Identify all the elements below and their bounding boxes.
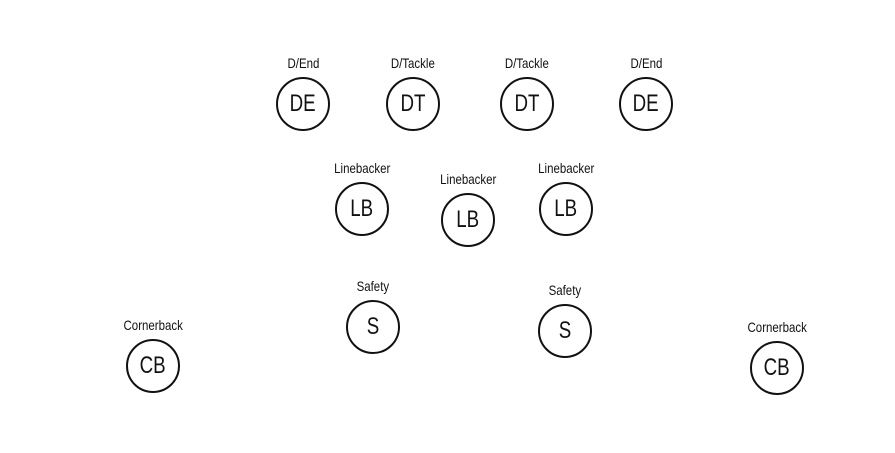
- position-defensive-end-right: D/End DE: [586, 55, 706, 131]
- position-abbreviation: LB: [554, 195, 578, 222]
- position-label: D/End: [287, 55, 319, 71]
- position-label: Linebacker: [537, 160, 595, 176]
- position-label: Cornerback: [123, 317, 183, 333]
- position-linebacker-middle: Linebacker LB: [408, 171, 528, 247]
- position-abbreviation: DT: [514, 90, 540, 117]
- player-circle: LB: [539, 182, 593, 236]
- position-defensive-tackle-left: D/Tackle DT: [353, 55, 473, 131]
- player-circle: LB: [441, 193, 495, 247]
- position-abbreviation: S: [366, 313, 380, 340]
- position-defensive-tackle-right: D/Tackle DT: [467, 55, 587, 131]
- position-cornerback-right: Cornerback CB: [717, 319, 837, 395]
- position-abbreviation: CB: [139, 352, 167, 379]
- position-abbreviation: DE: [289, 90, 317, 117]
- position-label: D/Tackle: [504, 55, 550, 71]
- position-safety-right: Safety S: [505, 282, 625, 358]
- player-circle: DT: [386, 77, 440, 131]
- position-abbreviation: DT: [400, 90, 426, 117]
- player-circle: LB: [335, 182, 389, 236]
- player-circle: CB: [126, 339, 180, 393]
- position-abbreviation: DE: [632, 90, 660, 117]
- position-label: Linebacker: [333, 160, 391, 176]
- position-label: D/End: [630, 55, 662, 71]
- position-label: D/Tackle: [390, 55, 436, 71]
- player-circle: DT: [500, 77, 554, 131]
- player-circle: DE: [619, 77, 673, 131]
- position-defensive-end-left: D/End DE: [243, 55, 363, 131]
- position-abbreviation: LB: [456, 206, 480, 233]
- position-cornerback-left: Cornerback CB: [93, 317, 213, 393]
- position-linebacker-left: Linebacker LB: [302, 160, 422, 236]
- position-label: Safety: [356, 278, 390, 294]
- position-abbreviation: CB: [763, 354, 791, 381]
- position-label: Linebacker: [439, 171, 497, 187]
- position-linebacker-right: Linebacker LB: [506, 160, 626, 236]
- player-circle: S: [538, 304, 592, 358]
- position-abbreviation: LB: [350, 195, 374, 222]
- position-safety-left: Safety S: [313, 278, 433, 354]
- position-abbreviation: S: [558, 317, 572, 344]
- player-circle: S: [346, 300, 400, 354]
- position-label: Cornerback: [747, 319, 807, 335]
- player-circle: CB: [750, 341, 804, 395]
- player-circle: DE: [276, 77, 330, 131]
- position-label: Safety: [548, 282, 582, 298]
